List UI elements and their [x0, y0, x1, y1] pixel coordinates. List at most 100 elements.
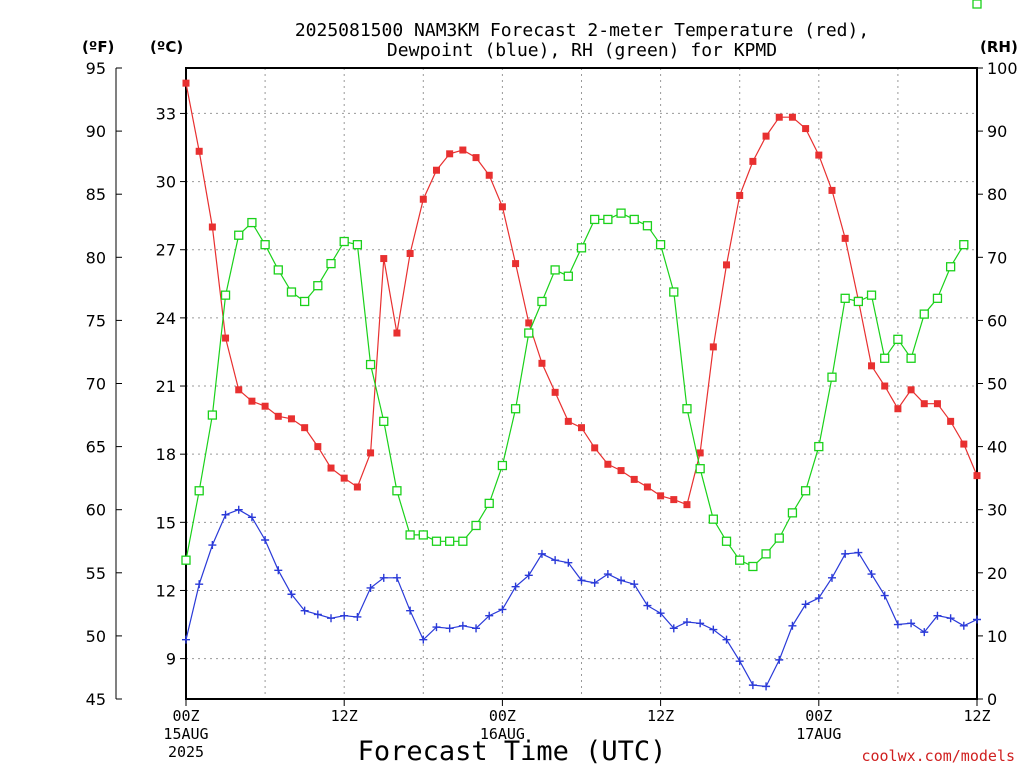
- dewpoint-point: [814, 594, 823, 603]
- temperature-point: [762, 132, 770, 140]
- dewpoint-point: [788, 621, 797, 630]
- plot-frame: [185, 67, 978, 700]
- temperature-point: [947, 417, 955, 425]
- temperature-point: [208, 223, 216, 231]
- dewpoint-point: [208, 541, 217, 550]
- rh-point: [682, 404, 692, 414]
- dewpoint-point: [353, 612, 362, 621]
- temperature-point: [406, 250, 414, 258]
- rh-point: [721, 536, 732, 546]
- rh-point: [497, 460, 508, 471]
- dewpoint-point: [182, 635, 190, 644]
- rh-tick-label: 90: [987, 122, 1007, 141]
- temperature-point: [630, 475, 638, 483]
- dewpoint-point: [498, 605, 507, 614]
- temperature-point: [709, 343, 717, 351]
- temperature-point: [578, 424, 585, 432]
- rh-point: [669, 287, 679, 297]
- x-tick-label: 16AUG: [480, 725, 525, 743]
- rh-point: [431, 536, 442, 546]
- celsius-tick-label: 18: [156, 445, 176, 464]
- chart-title-line2: Dewpoint (blue), RH (green) for KPMD: [387, 40, 777, 61]
- temperature-point: [314, 443, 322, 451]
- temperature-point: [815, 151, 823, 159]
- temperature-point: [551, 388, 559, 396]
- temperature-point: [538, 359, 546, 367]
- dewpoint-point: [511, 582, 520, 591]
- temperature-point: [643, 483, 651, 491]
- temperature-point: [670, 496, 678, 504]
- fahrenheit-tick-label: 95: [86, 59, 106, 78]
- rh-point: [260, 240, 270, 250]
- temperature-point: [933, 400, 941, 408]
- rh-tick-label: 30: [987, 501, 1007, 520]
- rh-point: [286, 287, 297, 297]
- chart-title-line1: 2025081500 NAM3KM Forecast 2-meter Tempe…: [295, 20, 869, 41]
- temperature-point: [802, 125, 810, 133]
- temperature-point: [498, 203, 506, 211]
- rh-tick-label: 60: [987, 311, 1007, 330]
- rh-point: [405, 530, 415, 540]
- temperature-point: [723, 261, 731, 269]
- dewpoint-point: [366, 583, 375, 592]
- dewpoint-point: [340, 611, 349, 620]
- dewpoint-point: [696, 619, 705, 628]
- rh-point: [220, 290, 231, 300]
- rh-point: [550, 265, 560, 275]
- x-tick-label: 12Z: [331, 707, 358, 725]
- rh-tick-label: 20: [987, 564, 1007, 583]
- rh-point: [484, 498, 494, 509]
- fahrenheit-tick-label: 50: [86, 627, 106, 646]
- rh-tick-label: 70: [987, 248, 1007, 267]
- rh-tick-label: 100: [987, 59, 1018, 78]
- celsius-tick-label: 27: [156, 241, 176, 260]
- temperature-point: [749, 157, 757, 165]
- fahrenheit-tick-label: 80: [86, 248, 106, 267]
- fahrenheit-tick-label: 45: [86, 690, 106, 709]
- dewpoint-point: [195, 580, 204, 589]
- temperature-point: [696, 449, 704, 457]
- rh-point: [273, 265, 283, 275]
- dewpoint-point: [221, 510, 230, 519]
- dewpoint-point: [854, 548, 863, 557]
- rh-point: [959, 240, 969, 250]
- rh-point: [247, 217, 257, 228]
- rh-point: [590, 214, 600, 225]
- rh-point: [853, 296, 863, 307]
- dewpoint-point: [327, 614, 336, 623]
- grid: [186, 68, 977, 699]
- rh-point: [326, 258, 336, 269]
- temperature-point: [248, 397, 256, 405]
- dewpoint-point: [762, 682, 771, 691]
- rh-point: [827, 372, 837, 382]
- x-tick-label: 00Z: [489, 707, 516, 725]
- temperature-point: [881, 382, 889, 390]
- rh-point: [603, 214, 613, 225]
- temperature-point: [604, 460, 612, 468]
- celsius-tick-label: 15: [156, 513, 176, 532]
- fahrenheit-tick-label: 75: [86, 311, 106, 330]
- temperature-point: [617, 467, 625, 475]
- dewpoint-point: [432, 623, 441, 632]
- dewpoint-point: [261, 535, 270, 544]
- temperature-point: [788, 113, 796, 121]
- x-tick-label: 00Z: [172, 707, 199, 725]
- dewpoint-point: [617, 576, 626, 585]
- celsius-tick-label: 24: [156, 309, 176, 328]
- temperature-point: [222, 334, 230, 342]
- rh-line: [185, 212, 965, 568]
- dewpoint-point: [419, 635, 428, 644]
- axes: 45 50 55 60 65 70 75 80 85 90 95 9 12 15 18 21 24 27 30 33 0…: [86, 59, 1018, 709]
- dewpoint-point: [709, 625, 718, 634]
- celsius-tick-label: 9: [166, 650, 176, 669]
- temperature-point: [472, 154, 480, 162]
- rh-point: [880, 353, 890, 363]
- rh-point: [458, 536, 468, 546]
- series: [181, 0, 982, 691]
- dewpoint-point: [524, 571, 533, 580]
- rh-tick-label: 40: [987, 438, 1007, 457]
- temperature-point: [973, 472, 981, 480]
- dewpoint-point: [472, 624, 481, 633]
- temperature-point: [512, 260, 520, 268]
- dewpoint-point: [445, 624, 454, 633]
